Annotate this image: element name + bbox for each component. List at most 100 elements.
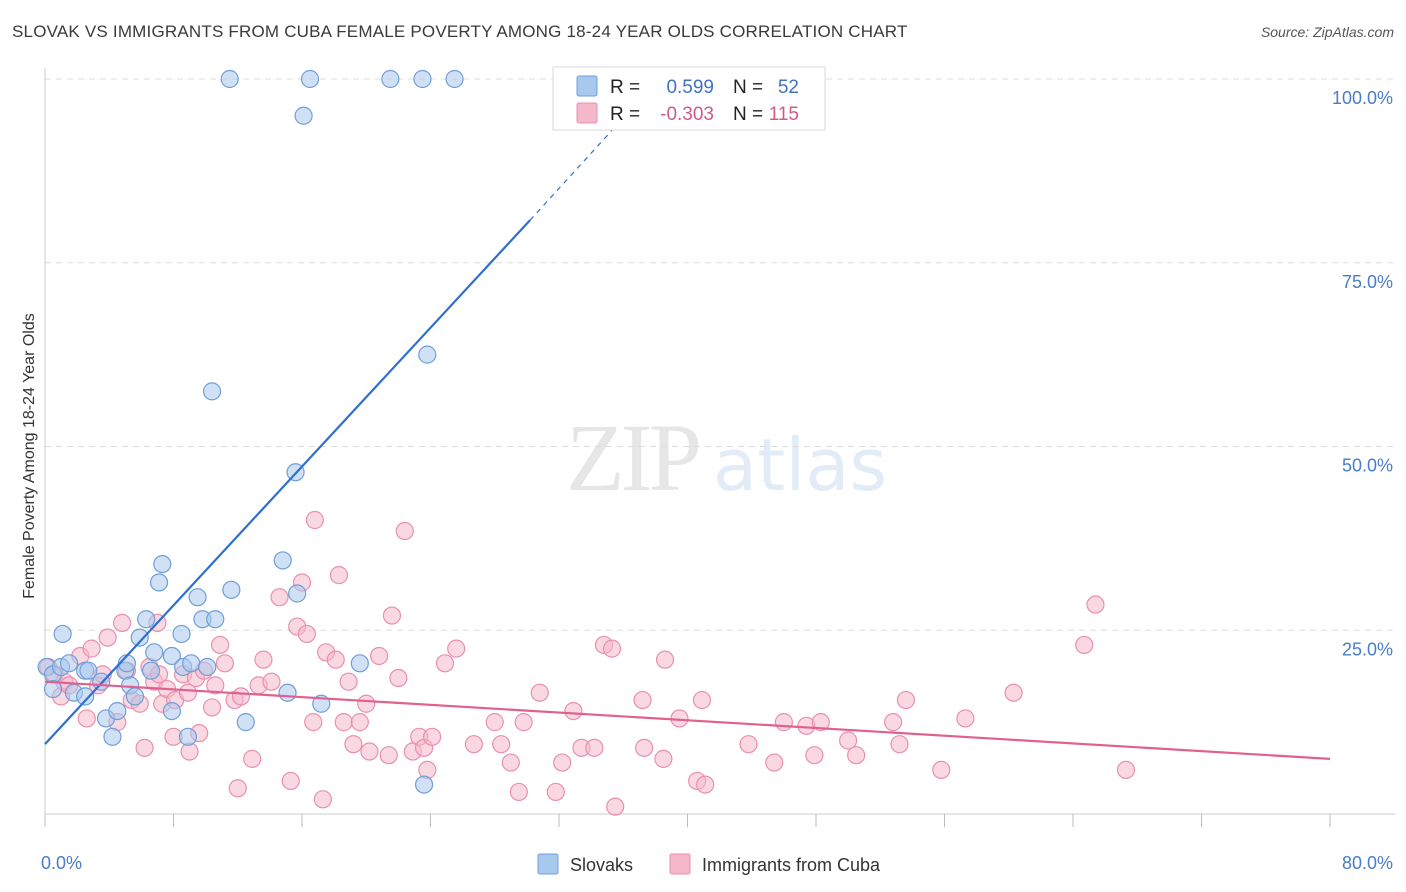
series-legend: Slovaks Immigrants from Cuba bbox=[537, 853, 881, 875]
point-cuba bbox=[135, 738, 154, 757]
point-cuba bbox=[635, 738, 654, 757]
point-slovaks bbox=[445, 69, 464, 89]
point-cuba bbox=[847, 746, 866, 765]
point-cuba bbox=[326, 650, 345, 669]
point-cuba bbox=[281, 771, 300, 791]
point-cuba bbox=[530, 683, 549, 702]
series-immigrants-from-cuba bbox=[39, 510, 1136, 816]
point-cuba bbox=[492, 735, 511, 754]
legend-n-value-cuba: 115 bbox=[769, 104, 799, 125]
point-slovaks bbox=[236, 713, 255, 732]
point-slovaks bbox=[153, 554, 172, 574]
point-cuba bbox=[1075, 635, 1094, 655]
point-slovaks bbox=[149, 573, 169, 592]
point-cuba bbox=[932, 760, 951, 780]
grid-lines bbox=[45, 78, 1395, 631]
y-tick-label-75: 75.0% bbox=[1342, 272, 1393, 292]
point-cuba bbox=[215, 654, 234, 673]
trendline-cuba bbox=[44, 680, 1331, 760]
point-slovaks bbox=[103, 727, 122, 746]
point-cuba bbox=[696, 775, 715, 794]
point-cuba bbox=[382, 606, 402, 625]
y-tick-label-25: 25.0% bbox=[1342, 639, 1393, 659]
trend-lines bbox=[44, 126, 1331, 760]
point-cuba bbox=[1086, 595, 1105, 614]
point-cuba bbox=[350, 713, 369, 732]
point-cuba bbox=[585, 738, 604, 757]
watermark-zip: ZIP bbox=[566, 404, 699, 511]
bottom-legend-swatch-cuba bbox=[669, 853, 691, 875]
point-slovaks bbox=[413, 69, 432, 89]
chart-title: SLOVAK VS IMMIGRANTS FROM CUBA FEMALE PO… bbox=[12, 22, 908, 41]
point-cuba bbox=[395, 521, 414, 541]
point-cuba bbox=[418, 760, 437, 780]
point-cuba bbox=[357, 694, 376, 713]
watermark: ZIP atlas bbox=[566, 404, 887, 511]
legend-swatch-slovaks bbox=[576, 75, 598, 97]
point-cuba bbox=[389, 668, 408, 688]
point-slovaks bbox=[130, 628, 149, 647]
y-axis-title: Female Poverty Among 18-24 Year Olds bbox=[21, 313, 38, 599]
point-cuba bbox=[956, 709, 975, 728]
point-cuba bbox=[602, 639, 622, 658]
point-slovaks bbox=[294, 106, 313, 125]
bottom-legend-label-cuba: Immigrants from Cuba bbox=[702, 855, 881, 875]
point-cuba bbox=[254, 650, 273, 669]
point-cuba bbox=[606, 797, 625, 816]
tick-labels: 25.0% 50.0% 75.0% 100.0% 0.0% 80.0% bbox=[41, 88, 1393, 873]
point-slovaks bbox=[202, 382, 222, 401]
legend-r-label-1: R = bbox=[610, 77, 640, 98]
point-cuba bbox=[839, 731, 858, 750]
point-slovaks bbox=[222, 580, 241, 599]
legend-n-label-1: N = bbox=[733, 77, 763, 98]
point-cuba bbox=[485, 713, 504, 732]
point-cuba bbox=[297, 624, 316, 644]
point-cuba bbox=[313, 790, 332, 809]
point-cuba bbox=[1004, 683, 1023, 702]
point-slovaks bbox=[172, 624, 191, 644]
point-cuba bbox=[178, 683, 198, 702]
point-cuba bbox=[553, 753, 572, 772]
point-cuba bbox=[435, 654, 455, 673]
point-slovaks bbox=[350, 654, 369, 673]
y-tick-label-50: 50.0% bbox=[1342, 456, 1393, 476]
watermark-atlas: atlas bbox=[713, 423, 887, 507]
point-slovaks bbox=[79, 661, 98, 680]
legend-n-value-slovaks: 52 bbox=[778, 77, 799, 98]
point-cuba bbox=[883, 713, 903, 732]
point-cuba bbox=[339, 672, 358, 691]
point-cuba bbox=[514, 713, 533, 732]
chart-source: Source: ZipAtlas.com bbox=[1260, 24, 1394, 40]
point-slovaks bbox=[188, 588, 207, 607]
bottom-legend-swatch-slovaks bbox=[537, 853, 559, 875]
point-cuba bbox=[501, 753, 520, 772]
point-cuba bbox=[774, 713, 793, 732]
point-slovaks bbox=[145, 643, 164, 662]
point-slovaks bbox=[137, 610, 156, 629]
point-cuba bbox=[202, 698, 222, 717]
point-slovaks bbox=[53, 624, 72, 644]
point-cuba bbox=[329, 566, 349, 585]
point-slovaks bbox=[206, 610, 225, 629]
point-cuba bbox=[82, 639, 101, 658]
bottom-legend-label-slovaks: Slovaks bbox=[570, 855, 633, 875]
point-slovaks bbox=[182, 654, 201, 673]
point-slovaks bbox=[125, 687, 145, 706]
legend-r-value-slovaks: 0.599 bbox=[666, 77, 714, 98]
point-cuba bbox=[243, 749, 262, 768]
point-cuba bbox=[633, 690, 652, 710]
point-cuba bbox=[231, 687, 251, 706]
trendline-slovaks-extension bbox=[529, 126, 616, 221]
x-tick-label-min: 0.0% bbox=[41, 853, 82, 873]
point-cuba bbox=[305, 510, 324, 530]
point-slovaks bbox=[108, 701, 127, 721]
point-cuba bbox=[360, 742, 379, 761]
point-cuba bbox=[262, 672, 281, 691]
point-cuba bbox=[423, 727, 442, 746]
point-cuba bbox=[77, 709, 96, 728]
point-cuba bbox=[896, 690, 916, 710]
point-slovaks bbox=[76, 687, 95, 706]
point-slovaks bbox=[278, 683, 297, 702]
point-cuba bbox=[739, 735, 758, 754]
